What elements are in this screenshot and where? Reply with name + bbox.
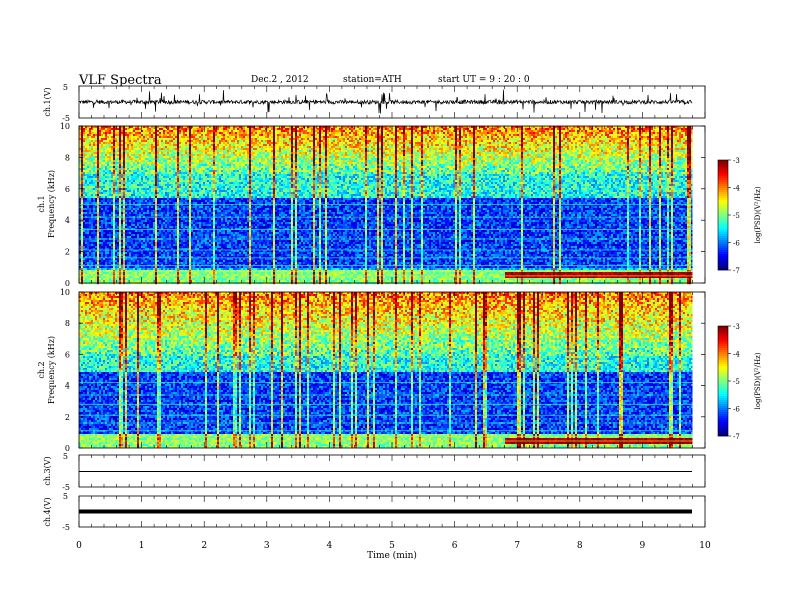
time-tick-label: 7 [514,541,520,551]
vlf-spectra-figure: VLF Spectra Dec.2 , 2012 station=ATH sta… [0,0,792,612]
ch2-colorbar-gradient [718,326,728,436]
colorbar-tick-label: -4 [733,351,740,359]
ch4-ytick-bottom: -5 [62,523,70,532]
colorbar-tick-label: -3 [733,157,740,165]
ch1-ylabel: ch.1(V) [43,87,52,116]
time-tick-label: 5 [389,541,395,551]
time-tick-label: 10 [699,541,711,551]
freq-tick-label: 4 [65,216,70,225]
ch1-colorbar: -3 -4 -5 -6 -7 log(PSD)(V²/Hz) [718,157,762,275]
time-tick-label: 2 [201,541,207,551]
colorbar-tick-label: -5 [733,212,740,220]
ch1-ytick-top: 5 [63,83,68,92]
time-tick-label: 0 [76,541,82,551]
ch1-spec-ylabel-freq: Frequency (kHz) [47,170,56,238]
ch4-ytick-top: 5 [63,492,68,501]
ch1-colorbar-label: log(PSD)(V²/Hz) [754,186,762,243]
colorbar-tick-label: -4 [733,185,740,193]
figure-date: Dec.2 , 2012 [251,75,309,85]
freq-tick-label: 10 [60,122,70,131]
ch1-waveform-trace [79,90,692,114]
colorbar-tick-label: -6 [733,240,740,248]
freq-tick-label: 4 [65,382,70,391]
colorbar-tick-label: -7 [733,267,740,275]
colorbar-tick-label: -7 [733,433,740,441]
ch3-waveform-panel: 5 -5 ch.3(V) [43,452,705,492]
time-tick-label: 8 [577,541,583,551]
freq-tick-label: 8 [65,153,70,162]
ch2-colorbar: -3 -4 -5 -6 -7 log(PSD)(V²/Hz) [718,323,762,441]
time-tick-label: 1 [139,541,145,551]
figure-start-time: start UT = 9 : 20 : 0 [438,75,530,85]
freq-tick-label: 6 [65,185,70,194]
ch2-spectrogram-image [79,292,705,448]
ch3-ytick-top: 5 [63,452,68,461]
colorbar-tick-label: -3 [733,323,740,331]
ch1-colorbar-gradient [718,160,728,270]
freq-tick-label: 2 [65,248,70,257]
time-tick-label: 9 [640,541,646,551]
ch1-waveform-path [79,90,692,114]
ch2-colorbar-ticks: -3 -4 -5 -6 -7 [728,323,740,441]
time-tick-label: 4 [327,541,333,551]
freq-tick-label: 8 [65,319,70,328]
time-axis-labels: 0 1 2 3 4 5 6 7 8 9 10 [76,541,711,551]
time-axis-title: Time (min) [367,550,417,561]
ch4-waveform-panel: 5 -5 ch.4(V) [43,492,705,532]
colorbar-tick-label: -5 [733,378,740,386]
freq-tick-label: 0 [65,279,70,288]
ch1-spectrogram-panel: 0 2 4 6 8 10 ch.1 Frequency (kHz) [37,122,705,288]
ch1-spec-ylabel-channel: ch.1 [37,195,46,212]
ch2-colorbar-label: log(PSD)(V²/Hz) [754,352,762,409]
freq-tick-label: 6 [65,350,70,359]
ch3-ylabel: ch.3(V) [43,456,52,485]
ch2-spec-ylabel-channel: ch.2 [37,361,46,378]
time-tick-label: 6 [452,541,458,551]
figure-station: station=ATH [343,75,402,85]
freq-tick-label: 2 [65,413,70,422]
ch2-spec-ylabel-freq: Frequency (kHz) [47,336,56,404]
colorbar-tick-label: -6 [733,406,740,414]
ch1-colorbar-ticks: -3 -4 -5 -6 -7 [728,157,740,275]
time-tick-label: 3 [264,541,270,551]
ch3-ytick-bottom: -5 [62,483,70,492]
ch4-ylabel: ch.4(V) [43,497,52,526]
ch1-spectrogram-image [79,126,705,284]
ch1-waveform-panel: 5 -5 ch.1(V) [43,83,705,123]
freq-tick-label: 10 [60,288,70,297]
